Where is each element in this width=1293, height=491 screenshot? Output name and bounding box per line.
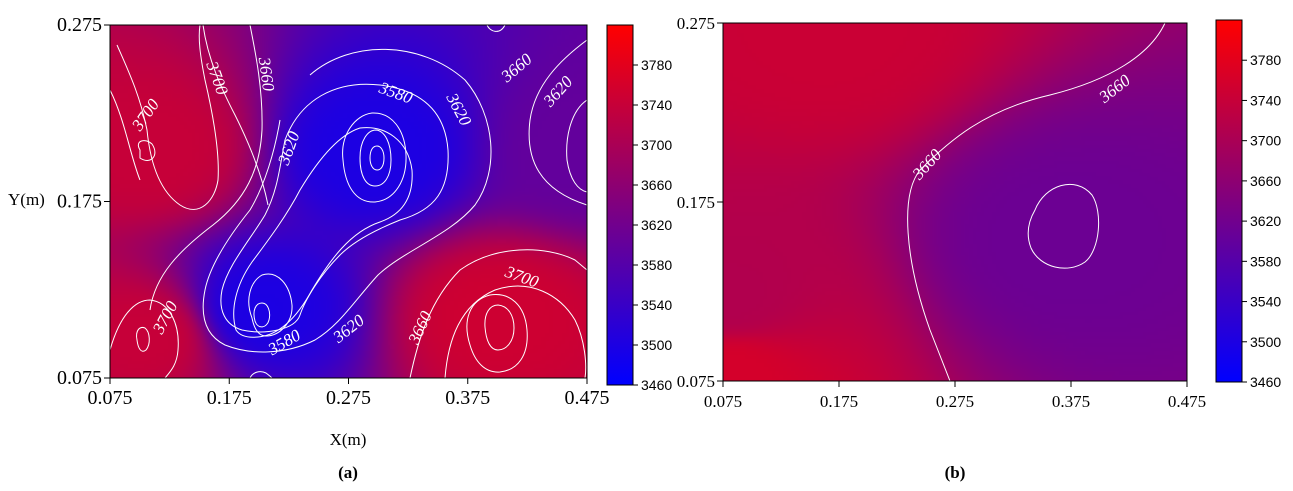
x-tick-label: 0.175 [207, 387, 252, 409]
contour-line [359, 129, 392, 187]
contour-line [409, 249, 587, 378]
heatmap-panel-b: 3660 3660 0.075 0.175 0.275 0.375 0.475 0.07… [677, 14, 1282, 482]
colorbar-tick-label: 3700 [1250, 133, 1281, 149]
colorbar-tick-label: 3460 [1250, 374, 1281, 390]
contour-line [466, 294, 528, 373]
heatmap-surface-b [723, 23, 1187, 381]
contour-line [253, 302, 271, 328]
contour-label: 3660 [255, 55, 279, 93]
y-tick-label: 0.275 [57, 14, 102, 36]
x-tick-label: 0.375 [1052, 392, 1090, 411]
contour-line [136, 327, 150, 352]
contour-line [528, 39, 587, 206]
axes-a: 0.075 0.175 0.275 0.375 0.475 0.075 0.175 0.27… [8, 14, 610, 482]
x-axis-label: X(m) [330, 430, 367, 449]
contour-line [138, 140, 156, 161]
y-axis-label: Y(m) [8, 190, 45, 209]
colorbar-tick-label: 3660 [641, 177, 672, 193]
colorbar-b: 3460 3500 3540 3580 3620 3660 3700 3740 3780 [1215, 19, 1281, 390]
colorbar-tick-label: 3460 [641, 377, 672, 393]
contour-line [249, 371, 273, 378]
colorbar-tick-label: 3780 [641, 57, 672, 73]
colorbar-tick-label: 3620 [641, 217, 672, 233]
contour-line [369, 145, 385, 171]
contour-line [110, 299, 179, 378]
colorbar-tick-label: 3780 [1250, 52, 1281, 68]
x-tick-label: 0.175 [820, 392, 858, 411]
colorbar-tick-label: 3580 [641, 257, 672, 273]
contour-line [149, 25, 263, 311]
heatmap-surface-a [110, 25, 587, 378]
contour-line [116, 25, 219, 210]
contour-line [484, 304, 515, 351]
y-tick-label: 0.075 [677, 372, 715, 391]
y-tick-label: 0.175 [57, 191, 102, 213]
y-tick-label: 0.075 [57, 367, 102, 389]
contour-line [110, 89, 141, 181]
contour-line [220, 83, 449, 333]
colorbar-tick-label: 3540 [641, 297, 672, 313]
contour-line [444, 285, 587, 378]
colorbar [606, 24, 634, 386]
contour-line [1027, 183, 1100, 269]
contour-line [907, 23, 1166, 381]
colorbar-tick-label: 3580 [1250, 253, 1281, 269]
colorbar-tick-label: 3740 [1250, 92, 1281, 108]
colorbar [1215, 19, 1243, 383]
colorbar-a: 3460 3500 3540 3580 3620 3660 3700 3740 3780 [606, 24, 672, 393]
colorbar-tick-label: 3620 [1250, 213, 1281, 229]
panel-label: (a) [338, 463, 358, 482]
panel-label: (b) [945, 463, 966, 482]
heatmap-panel-a: 3700 3700 3660 3620 3580 3620 3660 3620 … [8, 14, 672, 482]
x-tick-label: 0.475 [565, 387, 610, 409]
colorbar-tick-label: 3500 [641, 337, 672, 353]
y-tick-label: 0.175 [677, 193, 715, 212]
colorbar-tick-label: 3700 [641, 137, 672, 153]
colorbar-tick-label: 3660 [1250, 173, 1281, 189]
x-tick-label: 0.375 [445, 387, 490, 409]
contour-line [566, 99, 587, 193]
axes-b: 0.075 0.175 0.275 0.375 0.475 0.075 0.175 0.27… [677, 14, 1206, 482]
contour-line [202, 48, 492, 353]
colorbar-tick-label: 3540 [1250, 294, 1281, 310]
contour-line [342, 112, 407, 203]
x-tick-label: 0.275 [936, 392, 974, 411]
contour-line [486, 25, 506, 32]
x-tick-label: 0.475 [1168, 392, 1206, 411]
colorbar-tick-label: 3500 [1250, 334, 1281, 350]
contour-lines-a [110, 25, 587, 378]
x-tick-label: 0.275 [326, 387, 371, 409]
y-tick-label: 0.275 [677, 14, 715, 33]
contour-line [202, 25, 269, 206]
x-tick-label: 0.075 [88, 387, 133, 409]
contour-line [248, 273, 293, 337]
colorbar-tick-label: 3740 [641, 97, 672, 113]
x-tick-label: 0.075 [704, 392, 742, 411]
contour-lines-b [907, 23, 1166, 381]
